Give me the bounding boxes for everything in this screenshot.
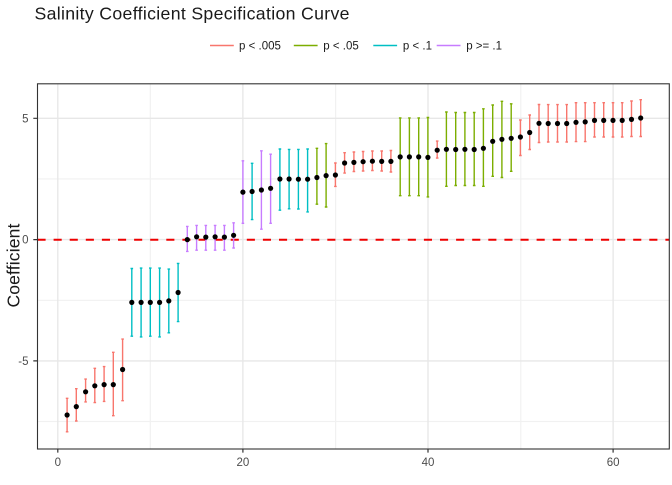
svg-text:60: 60 xyxy=(607,457,620,469)
svg-text:5: 5 xyxy=(22,113,28,125)
svg-text:Salinity Coefficient Specifica: Salinity Coefficient Specification Curve xyxy=(35,4,350,24)
svg-text:20: 20 xyxy=(237,457,250,469)
svg-text:p < .005: p < .005 xyxy=(239,41,281,53)
svg-text:p < .05: p < .05 xyxy=(323,41,359,53)
svg-text:Coefficient: Coefficient xyxy=(3,223,23,307)
svg-text:40: 40 xyxy=(422,457,435,469)
svg-text:p >= .1: p >= .1 xyxy=(466,41,502,53)
svg-text:0: 0 xyxy=(55,457,61,469)
svg-text:-5: -5 xyxy=(18,356,28,368)
svg-text:p < .1: p < .1 xyxy=(403,41,432,53)
svg-text:0: 0 xyxy=(22,235,28,247)
